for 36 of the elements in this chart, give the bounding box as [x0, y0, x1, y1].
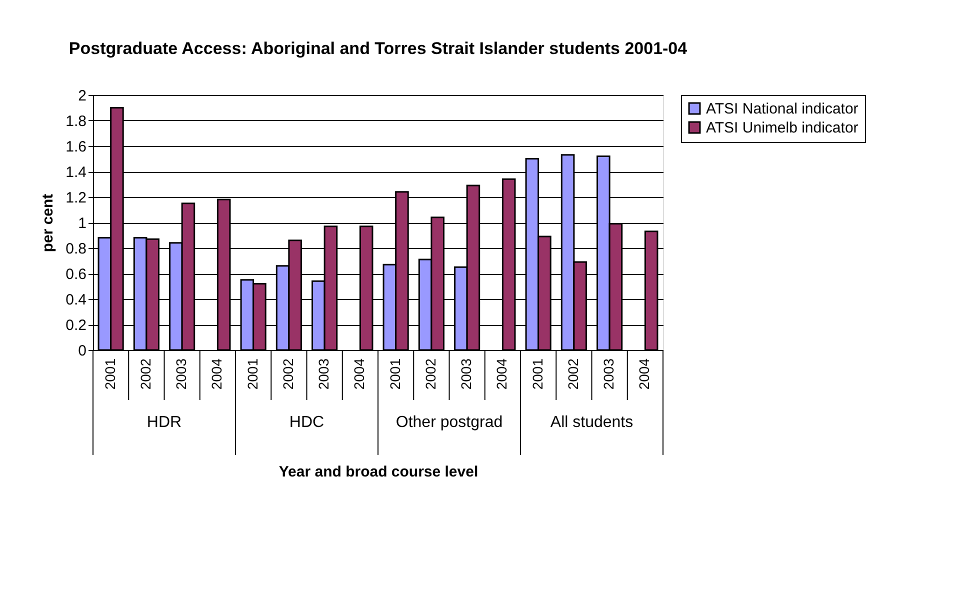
- x-tick-label: 2002: [137, 358, 154, 390]
- chart-title: Postgraduate Access: Aboriginal and Torres Strait Islander students 2001-04: [68, 39, 688, 58]
- x-tick-label: 2001: [386, 358, 403, 390]
- x-tick-label: 2004: [208, 358, 225, 390]
- y-tick-label: 1.6: [66, 138, 86, 156]
- text: Other postgrad: [396, 414, 503, 431]
- text: All students: [550, 414, 634, 431]
- text: HDR: [146, 414, 182, 431]
- x-tick-label: 2003: [458, 358, 474, 390]
- y-tick-label: 0.4: [66, 292, 86, 308]
- x-tick-label: 2001: [102, 358, 118, 390]
- x-tick-label: 2004: [351, 358, 368, 390]
- text: HDC: [289, 414, 324, 431]
- x-tick-label: 2002: [422, 358, 438, 390]
- y-tick-label: 1.8: [66, 113, 86, 130]
- x-tick-label: 2002: [280, 358, 296, 390]
- x-tick-label: 2003: [600, 358, 617, 390]
- x-tick-label: 2001: [529, 358, 546, 390]
- legend-label: ATSI Unimelb indicator: [706, 120, 858, 136]
- y-tick-label: 1.2: [66, 190, 86, 206]
- y-axis-title: per cent: [40, 194, 57, 252]
- y-tick-label: 2: [78, 88, 86, 104]
- x-axis-title: Year and broad course level: [278, 464, 478, 481]
- x-tick-label: 2001: [244, 358, 260, 390]
- x-tick-label: 2003: [316, 358, 332, 390]
- y-tick-label: 1.4: [66, 164, 86, 181]
- legend-label: ATSI National indicator: [706, 100, 858, 118]
- y-tick-label: 0.6: [66, 266, 86, 283]
- y-tick-label: 0: [78, 342, 86, 360]
- x-tick-label: 2004: [494, 358, 510, 390]
- x-tick-label: 2004: [636, 358, 652, 390]
- y-tick-label: 0.8: [66, 240, 86, 258]
- x-tick-label: 2002: [564, 358, 581, 390]
- y-tick-label: 1: [78, 215, 86, 232]
- x-tick-label: 2003: [173, 358, 190, 390]
- y-tick-label: 0.2: [66, 317, 86, 334]
